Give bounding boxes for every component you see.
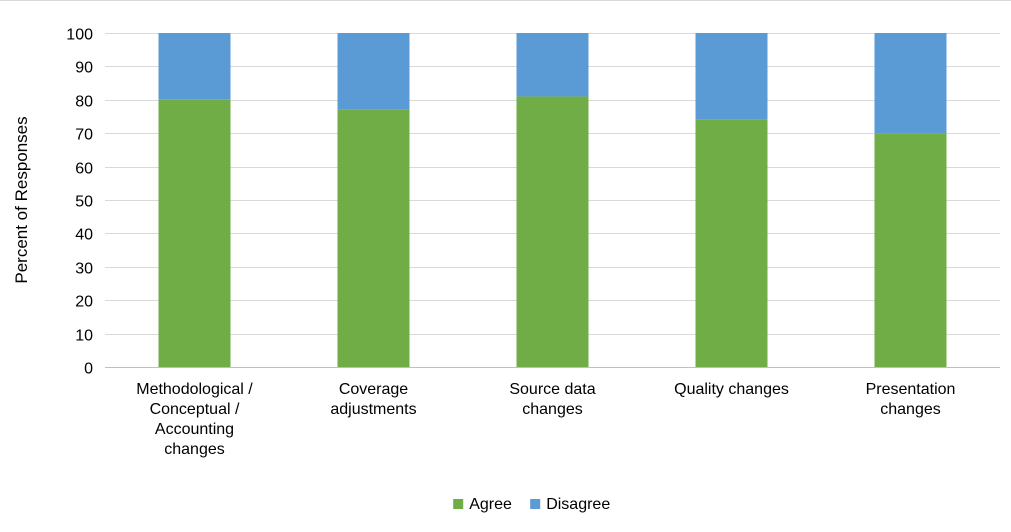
y-tick-label: 10	[75, 328, 93, 345]
bar-disagree	[337, 33, 410, 110]
x-tick-label: Presentation changes	[866, 381, 956, 418]
y-tick-label: 50	[75, 194, 93, 211]
x-tick-label-line: Conceptual /	[150, 401, 240, 418]
bar-agree	[516, 96, 589, 368]
y-tick-label: 20	[75, 294, 93, 311]
x-tick-label-line: changes	[522, 401, 583, 418]
x-tick-label: Quality changes	[674, 381, 789, 398]
x-tick-label-line: Accounting	[155, 421, 234, 438]
x-tick-label-line: Quality changes	[674, 381, 789, 398]
x-tick-label-line: Source data	[509, 381, 595, 398]
y-tick-label: 40	[75, 227, 93, 244]
legend-label-agree: Agree	[469, 496, 512, 513]
x-tick-label-line: adjustments	[330, 401, 416, 418]
axes: 0 10 20 30 40 50 60 70 80 90 100 Percent of Respons…	[12, 27, 1000, 458]
legend: Agree Disagree	[453, 496, 610, 513]
y-tick-label: 60	[75, 161, 93, 178]
legend-swatch-agree	[453, 499, 464, 509]
x-tick-label: Coverage adjustments	[330, 381, 416, 418]
x-tick-label-line: changes	[164, 441, 225, 458]
y-axis-title: Percent of Responses	[12, 116, 31, 283]
bar-agree	[158, 99, 231, 368]
bars	[158, 33, 947, 368]
legend-swatch-disagree	[530, 499, 541, 509]
bar-disagree	[695, 33, 768, 120]
x-tick-label-line: Presentation	[866, 381, 956, 398]
x-tick-label: Source data changes	[509, 381, 595, 418]
bar-disagree	[516, 33, 589, 97]
y-tick-label: 100	[66, 27, 93, 44]
legend-label-disagree: Disagree	[546, 496, 610, 513]
bar-agree	[874, 133, 947, 367]
x-tick-label-line: Coverage	[339, 381, 408, 398]
y-tick-label: 30	[75, 261, 93, 278]
bar-disagree	[874, 33, 947, 134]
x-tick-label: Methodological / Conceptual / Accounting ch…	[136, 381, 253, 458]
y-tick-label: 0	[84, 361, 93, 378]
bar-agree	[337, 109, 410, 367]
y-tick-label: 90	[75, 60, 93, 77]
y-tick-label: 70	[75, 127, 93, 144]
bar-disagree	[158, 33, 231, 100]
bar-agree	[695, 119, 768, 367]
x-tick-label-line: changes	[880, 401, 941, 418]
y-tick-label: 80	[75, 94, 93, 111]
x-tick-label-line: Methodological /	[136, 381, 253, 398]
